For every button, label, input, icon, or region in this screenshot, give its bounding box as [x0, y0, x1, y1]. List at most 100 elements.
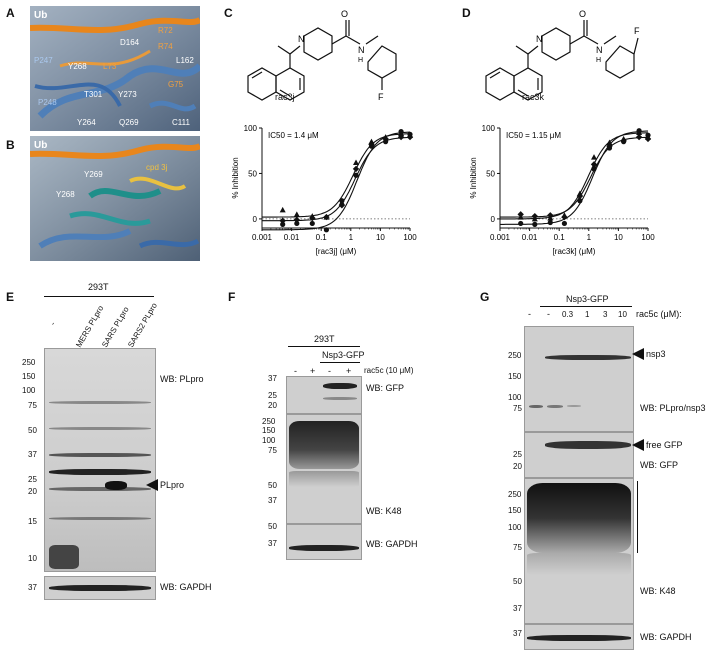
lane-g-3: 0.3: [562, 310, 574, 319]
data-point-diamond: [352, 165, 360, 173]
ic50-label: IC50 = 1.4 μM: [268, 131, 319, 140]
wb-label-f-k48: WB: K48: [366, 506, 402, 516]
data-point-circle: [398, 129, 404, 135]
data-point-circle: [368, 143, 375, 149]
label-ub-a: Ub: [34, 10, 48, 21]
x-tick-label: 0.001: [490, 233, 511, 242]
svg-text:N: N: [298, 34, 305, 44]
arrow-label-g-gfp: free GFP: [646, 440, 683, 450]
x-tick-label: 10: [614, 233, 623, 242]
svg-text:O: O: [341, 9, 348, 19]
y-axis-label: % Inhibition: [469, 157, 478, 198]
data-point-circle: [309, 220, 315, 227]
chart-c: 0 50 100 0.001 0.01 0.1 1 10 100 % Inhibition [rac…: [231, 124, 417, 256]
lane-g-4: 1: [585, 310, 590, 319]
mw-e-37: 37: [28, 450, 37, 459]
label-r72: R72: [158, 26, 173, 35]
panel-f-label: F: [228, 290, 236, 304]
ic50-label: IC50 = 1.15 μM: [506, 131, 561, 140]
x-tick-label: 0.01: [522, 233, 538, 242]
x-tick-label: 100: [641, 233, 655, 242]
data-point-diamond: [382, 135, 389, 143]
data-point-diamond: [406, 133, 414, 141]
blot-f-gfp: [286, 376, 362, 414]
panel-a-structure: [30, 6, 200, 131]
data-point-triangle: [353, 159, 360, 166]
data-point-triangle: [591, 154, 598, 160]
mw-g-gapdh-37: 37: [513, 629, 522, 638]
data-point-circle: [280, 221, 286, 227]
data-point-diamond: [644, 135, 652, 143]
label-y268-b: Y268: [56, 190, 75, 199]
cell-line-bar-e: [44, 296, 154, 297]
mw-g-gfp-25: 25: [513, 450, 522, 459]
mw-f-k48-250: 250: [262, 417, 276, 426]
wb-label-f-gapdh: WB: GAPDH: [366, 539, 418, 549]
compound-name-rac3k: rac3k: [522, 92, 545, 102]
label-y264: Y264: [77, 118, 96, 127]
label-r74: R74: [158, 42, 173, 51]
lane-sign-f-2: +: [310, 366, 316, 376]
blot-g-gfp: [524, 432, 634, 478]
lane-e-1: -: [48, 320, 58, 327]
fluoro-sub-d: F: [634, 26, 640, 36]
mw-g-nsp3-250: 250: [508, 351, 522, 360]
data-point-circle: [353, 172, 359, 178]
data-point-circle: [606, 145, 613, 151]
wb-label-e-gapdh: WB: GAPDH: [160, 582, 212, 592]
data-point-circle: [518, 220, 524, 227]
data-point-circle: [294, 220, 300, 227]
blot-f-gapdh: [286, 524, 362, 560]
lane-g-1: -: [528, 309, 531, 319]
construct-g: Nsp3-GFP: [566, 294, 609, 304]
mw-e-75: 75: [28, 401, 37, 410]
data-point-diamond: [309, 214, 316, 222]
y-tick-label: 50: [486, 169, 495, 178]
mw-g-k48-50: 50: [513, 577, 522, 586]
y-tick-label: 50: [248, 169, 257, 178]
mw-f-gapdh-37: 37: [268, 539, 277, 548]
mw-g-k48-100: 100: [508, 523, 522, 532]
data-point-triangle: [293, 211, 300, 217]
mw-e-10: 10: [28, 554, 37, 563]
x-axis-label: [rac3k] (μM): [553, 247, 596, 256]
mw-f-k48-150: 150: [262, 426, 276, 435]
lane-g-2: -: [547, 309, 550, 319]
lane-g-6: 10: [618, 310, 627, 319]
arrow-g-nsp3: [632, 348, 644, 360]
mw-f-gfp-20: 20: [268, 401, 277, 410]
data-point-circle: [323, 227, 330, 233]
fit-curve-circle: [500, 130, 648, 225]
blot-g-nsp3: [524, 326, 634, 432]
y-axis-label: % Inhibition: [231, 157, 240, 198]
panel-e-label: E: [6, 290, 15, 304]
wb-label-g-k48: WB: K48: [640, 586, 676, 596]
arrow-g-gfp: [632, 439, 644, 451]
lane-sign-f-3: -: [328, 366, 331, 376]
data-point-triangle: [279, 206, 286, 213]
data-point-circle: [577, 198, 583, 204]
structure-rac3k: N O N H F: [485, 9, 640, 101]
panel-c-label: C: [224, 6, 233, 20]
mw-f-k48-75: 75: [268, 446, 277, 455]
svg-text:O: O: [579, 9, 586, 19]
label-y273: Y273: [118, 90, 137, 99]
x-tick-label: 1: [349, 233, 354, 242]
x-tick-label: 0.001: [252, 233, 273, 242]
panel-d-label: D: [462, 6, 471, 20]
label-g75: G75: [168, 80, 184, 89]
x-tick-label: 100: [403, 233, 417, 242]
x-tick-label: 10: [376, 233, 385, 242]
mw-f-k48-37: 37: [268, 496, 277, 505]
svg-text:N: N: [596, 45, 603, 55]
fit-curve-triangle: [500, 132, 648, 220]
cell-line-bar-f: [288, 346, 360, 347]
lane-sign-f-4: +: [346, 366, 352, 376]
mw-e-25: 25: [28, 475, 37, 484]
mw-f-gfp-25: 25: [268, 391, 277, 400]
data-point-diamond: [576, 192, 584, 200]
fit-curve-diamond: [500, 136, 649, 218]
mw-g-k48-250: 250: [508, 490, 522, 499]
mw-g-nsp3-150: 150: [508, 372, 522, 381]
wb-label-g-gfp: WB: GFP: [640, 460, 678, 470]
